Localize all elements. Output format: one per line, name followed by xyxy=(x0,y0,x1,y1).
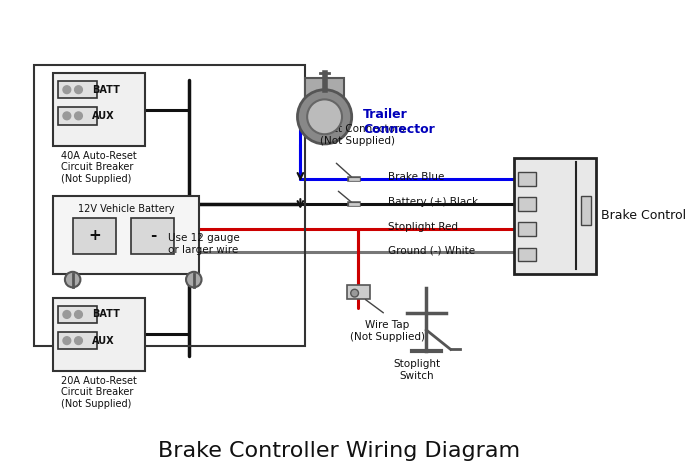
Bar xyxy=(58,107,97,124)
Bar xyxy=(519,222,536,236)
Bar xyxy=(519,172,536,186)
Bar xyxy=(58,332,97,349)
Bar xyxy=(581,196,591,225)
Text: -: - xyxy=(150,228,156,244)
Circle shape xyxy=(63,310,71,318)
Text: Stoplight Red: Stoplight Red xyxy=(388,222,458,232)
Text: AUX: AUX xyxy=(92,336,115,346)
Text: Trailer
Connector: Trailer Connector xyxy=(363,108,435,136)
Text: BATT: BATT xyxy=(92,309,120,319)
Text: Wire Tap
(Not Supplied): Wire Tap (Not Supplied) xyxy=(350,320,425,342)
Circle shape xyxy=(63,337,71,344)
Circle shape xyxy=(307,99,342,134)
Text: 20A Auto-Reset
Circuit Breaker
(Not Supplied): 20A Auto-Reset Circuit Breaker (Not Supp… xyxy=(62,375,137,409)
Text: +: + xyxy=(89,228,102,244)
Circle shape xyxy=(351,289,358,297)
Text: Butt Connectors
(Not Supplied): Butt Connectors (Not Supplied) xyxy=(320,124,405,146)
Circle shape xyxy=(63,112,71,120)
Bar xyxy=(53,196,199,274)
Circle shape xyxy=(75,86,83,94)
Text: BATT: BATT xyxy=(92,85,120,95)
Text: Stoplight
Switch: Stoplight Switch xyxy=(393,359,440,381)
Bar xyxy=(73,218,116,254)
Circle shape xyxy=(75,112,83,120)
Circle shape xyxy=(75,310,83,318)
Text: 12V Vehicle Battery: 12V Vehicle Battery xyxy=(78,204,174,214)
Text: Battery (+) Black: Battery (+) Black xyxy=(388,197,477,207)
Text: Ground (-) White: Ground (-) White xyxy=(388,245,475,256)
Bar xyxy=(514,157,596,274)
Text: Brake Controller Wiring Diagram: Brake Controller Wiring Diagram xyxy=(158,441,520,461)
Bar xyxy=(519,248,536,261)
Circle shape xyxy=(186,272,202,287)
Bar xyxy=(519,197,536,211)
Circle shape xyxy=(63,86,71,94)
Bar xyxy=(131,218,174,254)
Bar xyxy=(305,78,344,136)
Bar xyxy=(58,81,97,98)
Text: Brake Blue: Brake Blue xyxy=(388,172,444,182)
Text: 40A Auto-Reset
Circuit Breaker
(Not Supplied): 40A Auto-Reset Circuit Breaker (Not Supp… xyxy=(62,151,137,184)
Bar xyxy=(347,285,370,299)
Circle shape xyxy=(75,337,83,344)
Text: AUX: AUX xyxy=(92,111,115,121)
Text: Use 12 gauge
or larger wire: Use 12 gauge or larger wire xyxy=(167,233,239,255)
Circle shape xyxy=(65,272,80,287)
Bar xyxy=(53,298,146,371)
Bar xyxy=(58,306,97,323)
Circle shape xyxy=(298,89,351,144)
Text: Brake Control: Brake Control xyxy=(601,209,686,222)
Bar xyxy=(53,73,146,146)
Bar xyxy=(34,65,305,347)
